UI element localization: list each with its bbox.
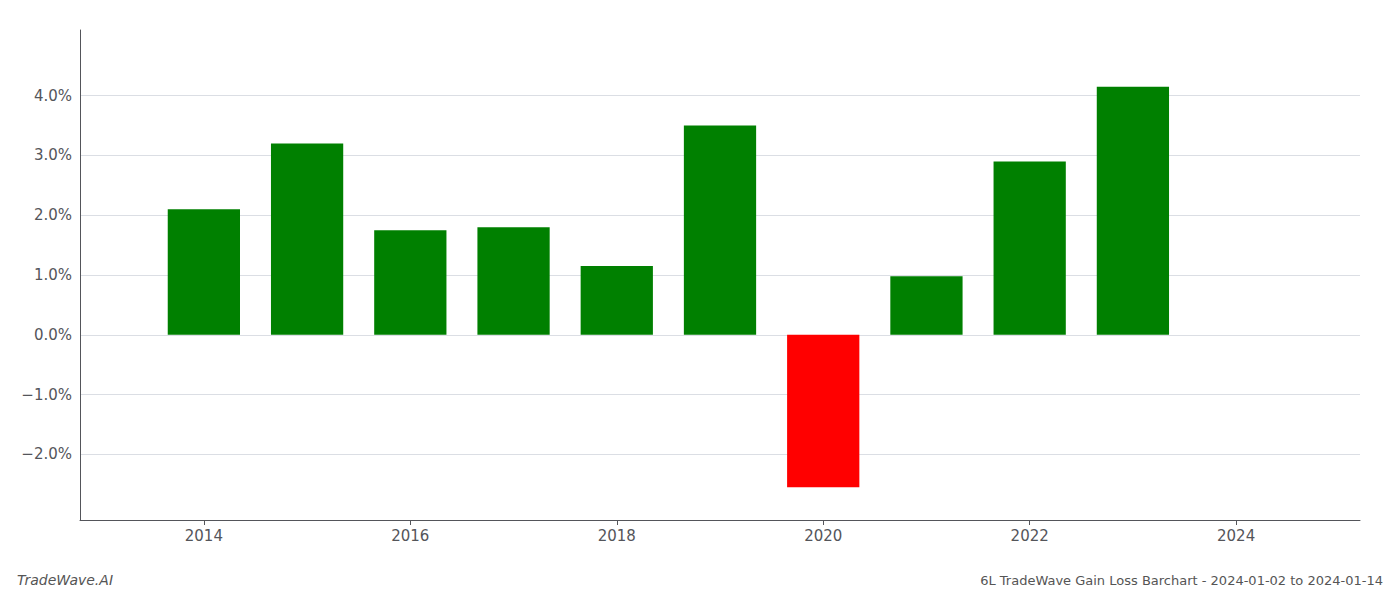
svg-text:2024: 2024 (1217, 527, 1255, 545)
svg-text:TradeWave.AI: TradeWave.AI (17, 572, 113, 588)
svg-text:2022: 2022 (1011, 527, 1049, 545)
svg-text:0.0%: 0.0% (34, 326, 72, 344)
svg-text:2018: 2018 (598, 527, 636, 545)
svg-text:4.0%: 4.0% (34, 87, 72, 105)
svg-text:2016: 2016 (391, 527, 429, 545)
svg-text:6L TradeWave Gain Loss Barchar: 6L TradeWave Gain Loss Barchart - 2024-0… (980, 573, 1383, 588)
svg-text:2020: 2020 (804, 527, 842, 545)
svg-text:−1.0%: −1.0% (21, 386, 72, 404)
svg-text:1.0%: 1.0% (34, 266, 72, 284)
svg-text:−2.0%: −2.0% (21, 445, 72, 463)
svg-text:2.0%: 2.0% (34, 206, 72, 224)
svg-text:2014: 2014 (185, 527, 223, 545)
svg-text:3.0%: 3.0% (34, 146, 72, 164)
